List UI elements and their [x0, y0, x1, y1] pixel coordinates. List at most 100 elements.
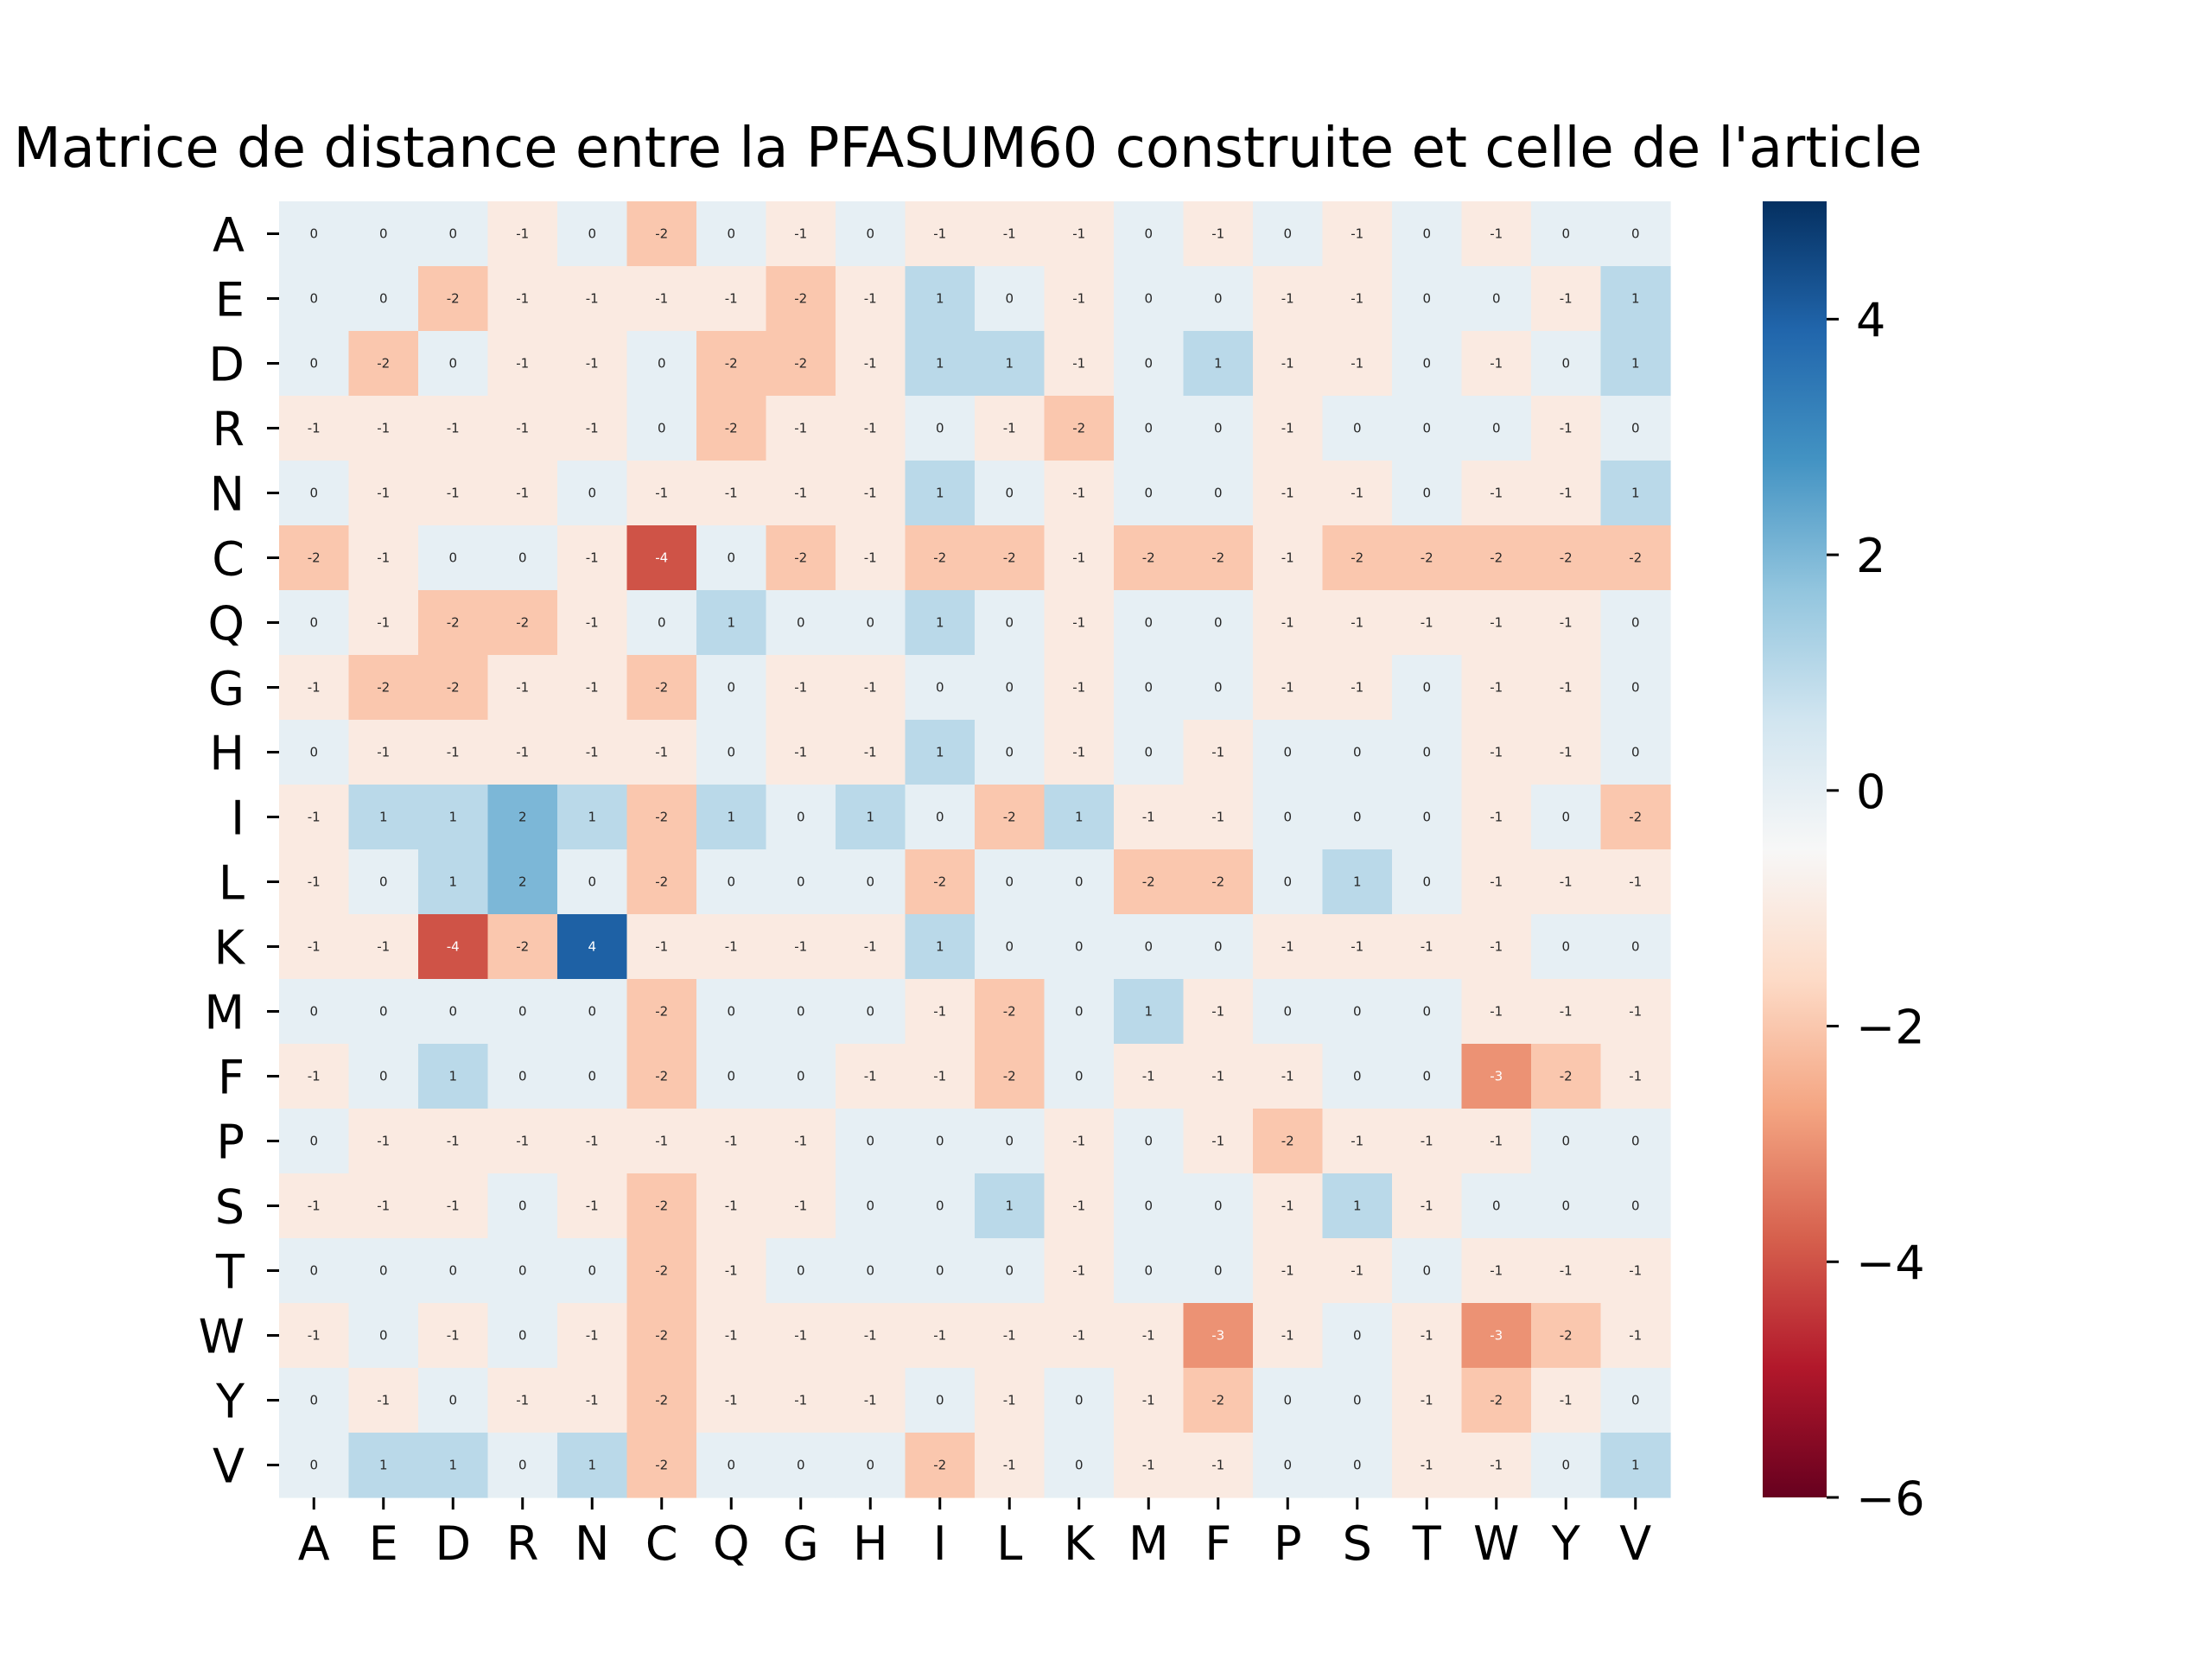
cell-label: 1: [866, 810, 874, 825]
cell-label: -1: [1281, 421, 1294, 436]
cell-label: 0: [727, 1458, 735, 1473]
cell-label: -1: [655, 939, 668, 955]
heatmap-cell: [1531, 1109, 1602, 1174]
heatmap-cell: [766, 1173, 836, 1239]
heatmap-cell: [836, 590, 906, 656]
heatmap-cell: [1392, 525, 1463, 591]
cell-label: 0: [1005, 1263, 1014, 1279]
heatmap-cell: [836, 655, 906, 721]
cell-label: 0: [588, 1263, 596, 1279]
cell-label: -1: [1629, 1328, 1642, 1344]
cell-label: 0: [1631, 1134, 1640, 1149]
heatmap-cell: [1392, 785, 1463, 850]
heatmap-cell: [766, 655, 836, 721]
heatmap-cell: [1322, 525, 1393, 591]
heatmap-cell: [1531, 849, 1602, 915]
heatmap-cell: [1461, 201, 1532, 267]
cell-label: 1: [936, 356, 944, 372]
heatmap-cell: [1114, 396, 1185, 461]
heatmap-cell: [1114, 1303, 1185, 1369]
heatmap-cell: [348, 1109, 419, 1174]
heatmap-cell: [905, 1238, 976, 1304]
heatmap-cell: [1531, 266, 1602, 332]
heatmap-cell: [1322, 396, 1393, 461]
cell-label: -1: [377, 615, 390, 631]
cell-label: 0: [1005, 486, 1014, 501]
y-tick-label: R: [212, 403, 245, 457]
cell-label: -1: [308, 1198, 321, 1214]
cell-label: -1: [1490, 356, 1503, 372]
heatmap-cell: [557, 266, 628, 332]
cell-label: -2: [794, 291, 807, 307]
cell-label: -1: [586, 1328, 599, 1344]
heatmap-cell: [1253, 914, 1324, 980]
heatmap-cell: [1322, 1173, 1393, 1239]
cell-label: -1: [1142, 1069, 1155, 1084]
heatmap-cell: [975, 914, 1046, 980]
heatmap-cell: [1253, 1044, 1324, 1109]
heatmap-cell: [1322, 1044, 1393, 1109]
heatmap-cell: [1322, 461, 1393, 526]
cell-label: -1: [308, 874, 321, 890]
cell-label: 2: [518, 874, 527, 890]
cell-label: -1: [1072, 680, 1085, 696]
heatmap-cell: [626, 1044, 697, 1109]
heatmap-cell: [1183, 655, 1254, 721]
x-tick-label: H: [853, 1516, 888, 1571]
heatmap-cell: [279, 914, 350, 980]
heatmap-cell: [348, 720, 419, 785]
x-tick-label: F: [1205, 1516, 1231, 1571]
cell-label: 0: [1144, 421, 1153, 436]
heatmap-cell: [487, 849, 558, 915]
heatmap-cell: [626, 1433, 697, 1498]
cell-label: -1: [864, 939, 877, 955]
heatmap-cell: [1322, 1433, 1393, 1498]
heatmap-cell: [626, 331, 697, 397]
cell-label: -2: [655, 680, 668, 696]
heatmap-cell: [696, 849, 767, 915]
heatmap-cell: [905, 1109, 976, 1174]
heatmap-cell: [348, 914, 419, 980]
heatmap-cell: [348, 979, 419, 1045]
heatmap-cell: [1322, 785, 1393, 850]
cell-label: -1: [308, 421, 321, 436]
cell-label: 0: [658, 615, 666, 631]
cell-label: -2: [655, 1393, 668, 1408]
heatmap-cell: [905, 266, 976, 332]
cell-label: -2: [794, 356, 807, 372]
heatmap-cell: [418, 655, 489, 721]
heatmap-cell: [1461, 1238, 1532, 1304]
cell-label: -1: [1421, 615, 1433, 631]
heatmap-cell: [626, 266, 697, 332]
heatmap-cell: [1531, 396, 1602, 461]
cell-label: 0: [1561, 356, 1570, 372]
x-tick-label: I: [933, 1516, 947, 1571]
cell-label: -1: [794, 421, 807, 436]
cell-label: -1: [586, 1134, 599, 1149]
heatmap-cell: [836, 1303, 906, 1369]
heatmap-cell: [1461, 1173, 1532, 1239]
heatmap-cell: [626, 914, 697, 980]
heatmap-cell: [487, 1433, 558, 1498]
heatmap-cell: [1183, 720, 1254, 785]
cell-label: 0: [797, 615, 805, 631]
cell-label: -1: [725, 291, 738, 307]
cell-label: -2: [447, 680, 460, 696]
heatmap-cell: [557, 1368, 628, 1433]
cell-label: 0: [1353, 745, 1362, 760]
cell-label: -1: [377, 550, 390, 566]
cell-label: 0: [1075, 1393, 1084, 1408]
cell-label: 0: [379, 1328, 388, 1344]
heatmap-cell: [1114, 1173, 1185, 1239]
heatmap-cell: [1183, 914, 1254, 980]
cell-label: 0: [1283, 1458, 1292, 1473]
heatmap-cell: [766, 1044, 836, 1109]
y-tick-label: Y: [215, 1375, 245, 1429]
heatmap-cell: [836, 1044, 906, 1109]
heatmap-cell: [557, 979, 628, 1045]
heatmap-cell: [1392, 720, 1463, 785]
heatmap-cell: [905, 914, 976, 980]
heatmap-cell: [696, 266, 767, 332]
cell-label: -1: [1490, 1458, 1503, 1473]
